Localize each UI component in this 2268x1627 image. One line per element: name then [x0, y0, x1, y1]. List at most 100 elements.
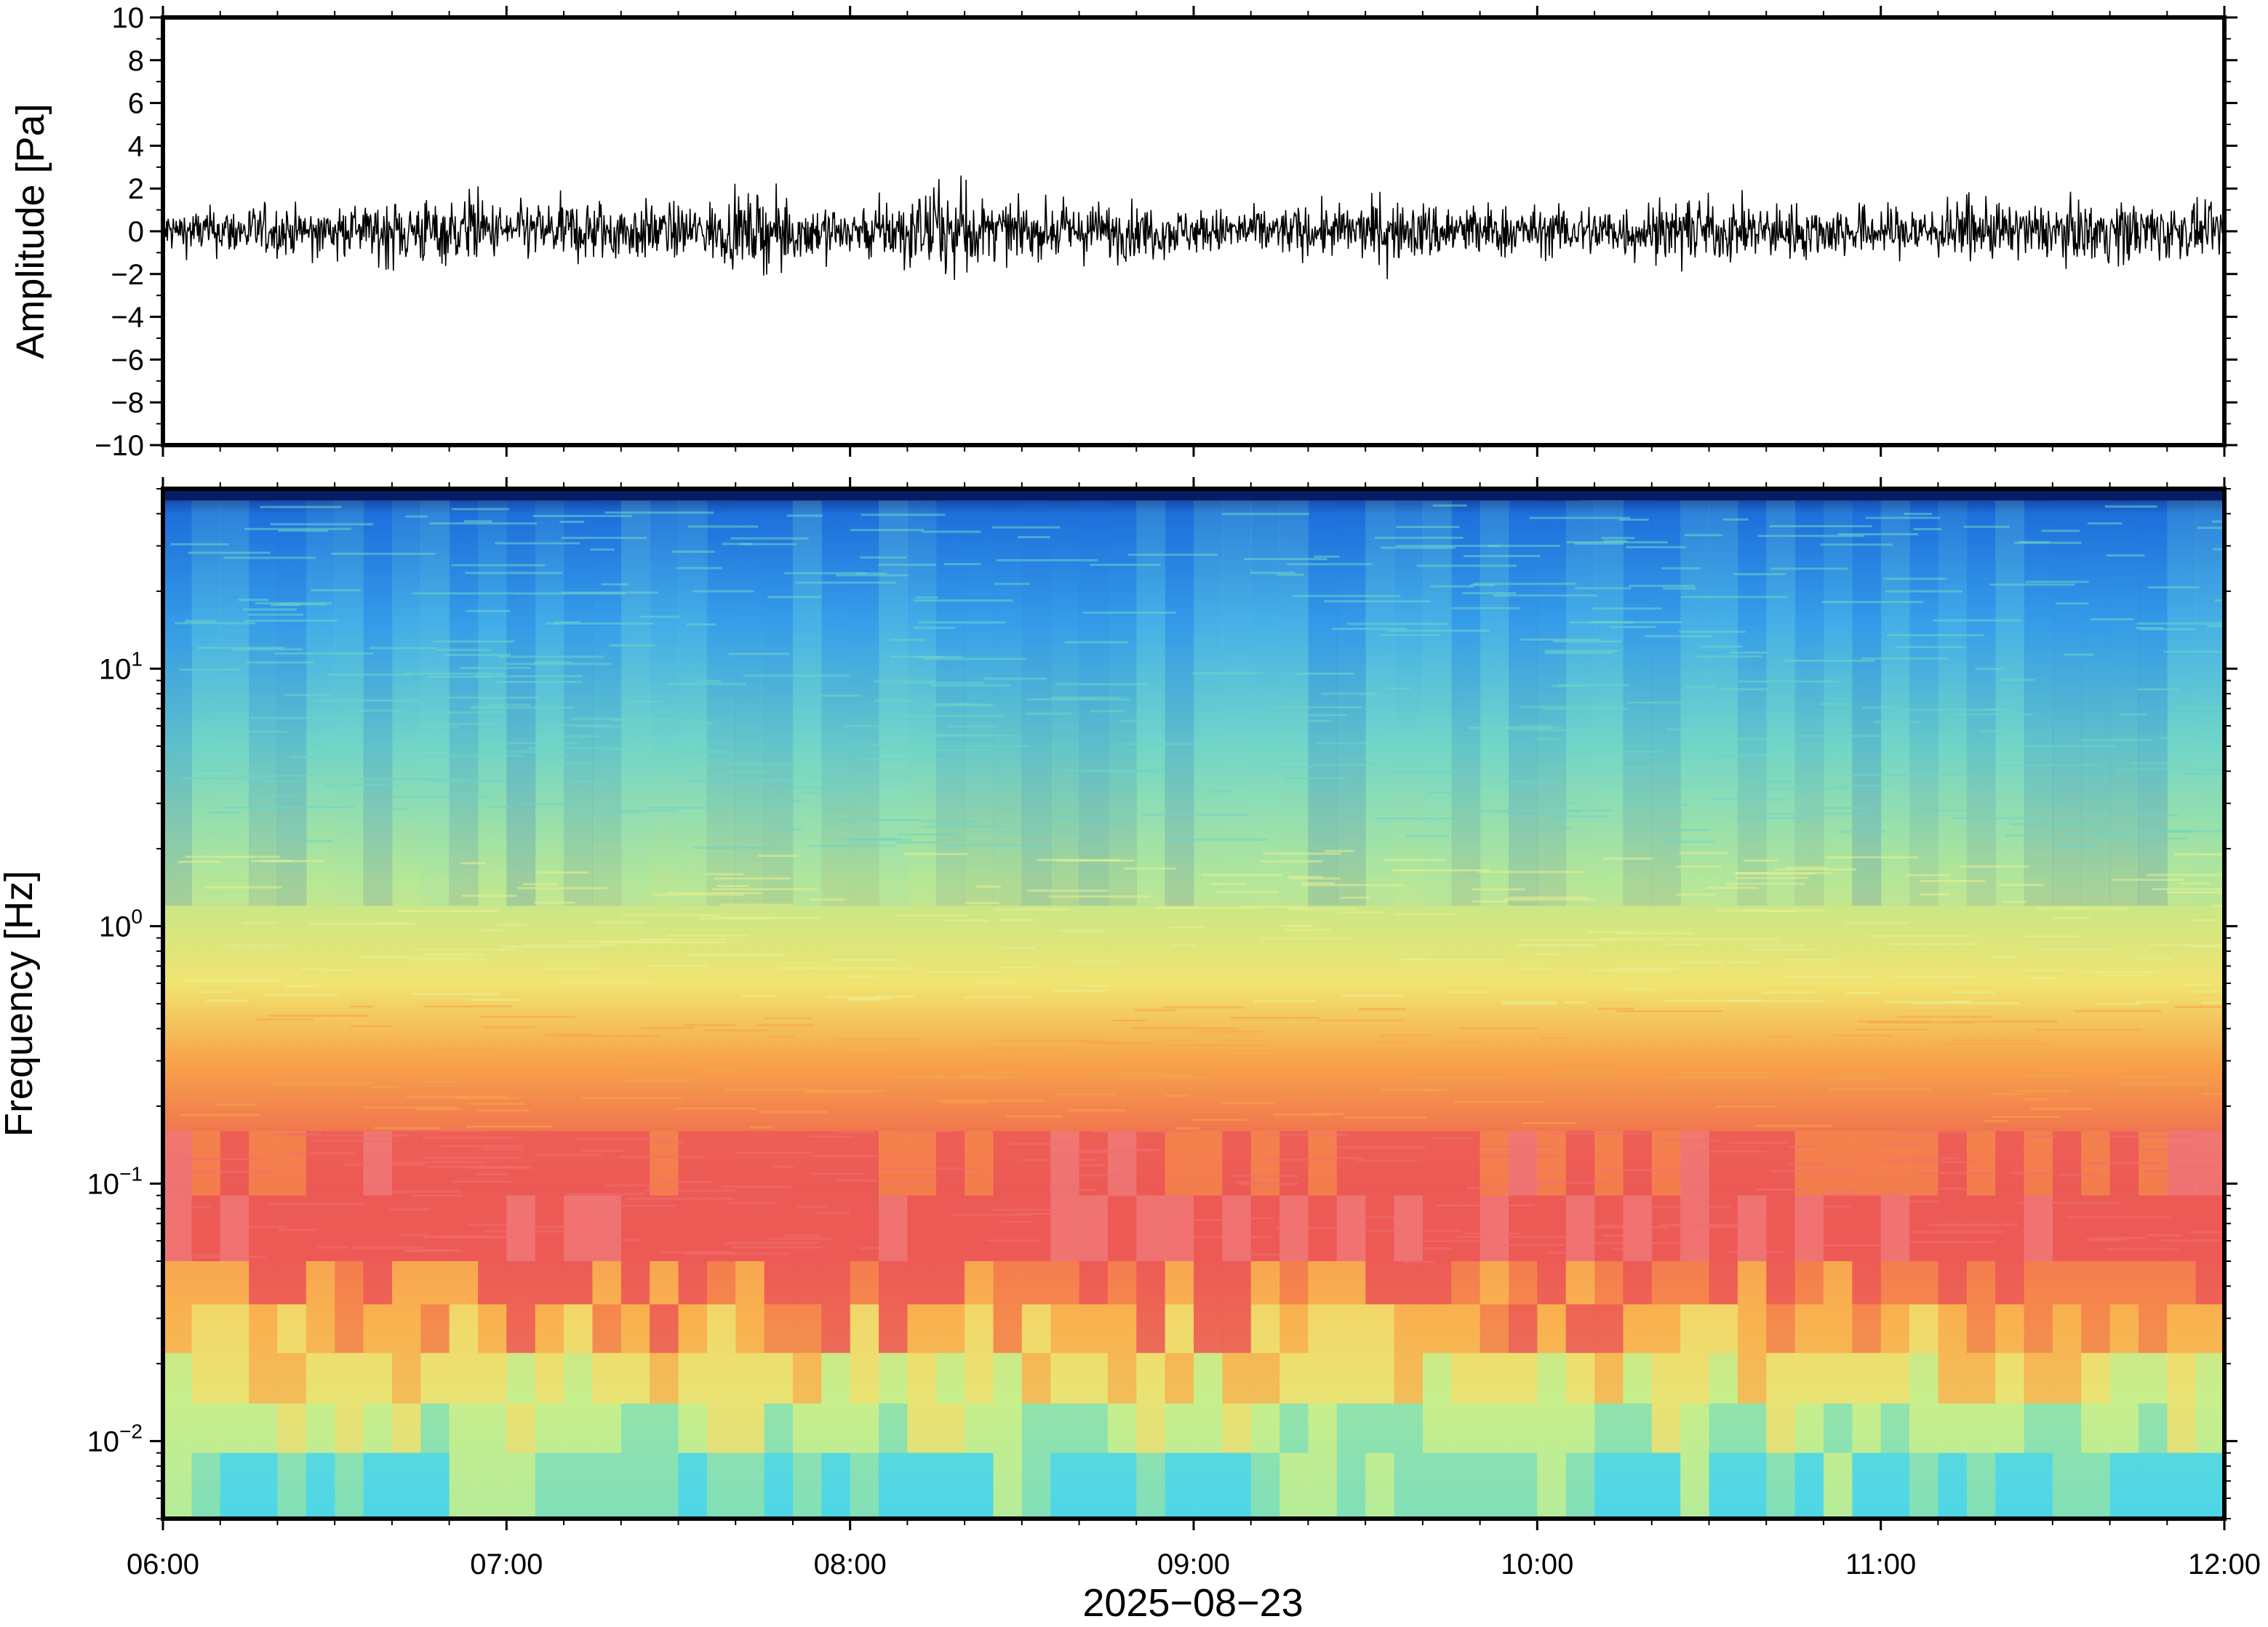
spectrogram-cell — [363, 1304, 393, 1354]
spectrogram-cell — [620, 1261, 650, 1305]
spectrogram-cell — [620, 1403, 650, 1453]
spectrogram-streak — [784, 572, 866, 575]
spectrogram-streak — [1991, 956, 2017, 959]
spectrogram-streak — [461, 895, 516, 898]
spectrogram-column-shade — [2052, 500, 2082, 906]
spectrogram-streak — [1819, 703, 1850, 705]
spectrogram-streak — [1868, 935, 1972, 938]
spectrogram-streak — [396, 910, 499, 912]
spectrogram-streak — [1337, 911, 1385, 914]
spectrogram-streak — [540, 761, 594, 764]
spectrogram-cell — [163, 1403, 192, 1453]
spectrogram-streak — [533, 661, 572, 664]
spectrogram-cell — [449, 1304, 479, 1354]
spectrogram-cell — [1852, 1261, 1882, 1305]
spectrogram-cell — [935, 1403, 965, 1453]
spectrogram-streak — [1809, 1205, 1850, 1208]
spectrogram-column-shade — [1966, 500, 1996, 906]
spectrogram-cell — [1394, 1131, 1424, 1196]
spectrogram-streak — [836, 574, 909, 577]
spectrogram-cell — [2109, 1452, 2139, 1519]
spectrogram-cell — [1079, 1261, 1109, 1305]
spectrogram-streak — [716, 884, 749, 887]
spectrogram-column-shade — [965, 500, 994, 906]
spectrogram-column-shade — [1594, 500, 1624, 906]
spectrogram-streak — [1827, 1194, 1900, 1196]
spectrogram-streak — [1623, 988, 1656, 991]
spectrogram-streak — [642, 722, 714, 725]
spectrogram-streak — [412, 592, 519, 595]
spectrogram-streak — [757, 855, 799, 858]
spectrogram-streak — [957, 1075, 1016, 1078]
spectrogram-streak — [213, 737, 245, 740]
spectrogram-cell — [1938, 1261, 1968, 1305]
spectrogram-streak — [1090, 1071, 1167, 1074]
spectrogram-cell — [1995, 1452, 2025, 1519]
spectrogram-streak — [1193, 1030, 1263, 1033]
spectrogram-streak — [243, 922, 276, 924]
waveform-y-tick-label: −10 — [95, 430, 144, 462]
spectrogram-streak — [1618, 519, 1649, 521]
spectrogram-streak — [416, 1108, 461, 1111]
spectrogram-streak — [1640, 1205, 1731, 1208]
spectrogram-streak — [1773, 745, 1797, 748]
x-tick-label: 08:00 — [814, 1548, 887, 1580]
spectrogram-cell — [1308, 1261, 1338, 1305]
spectrogram-streak — [534, 901, 575, 904]
spectrogram-cell — [792, 1195, 822, 1261]
spectrogram-streak — [479, 1015, 575, 1018]
spectrogram-streak — [2161, 1239, 2224, 1242]
spectrogram-streak — [2139, 628, 2196, 631]
spectrogram-cell — [1852, 1403, 1882, 1453]
spectrogram-streak — [260, 505, 342, 508]
spectrogram-streak — [2191, 990, 2224, 993]
spectrogram-streak — [1684, 534, 1722, 537]
spectrogram-streak — [599, 941, 650, 944]
spectrogram-streak — [469, 999, 521, 1002]
spectrogram-streak — [627, 941, 726, 944]
spectrogram-streak — [1828, 1088, 1931, 1091]
spectrogram-streak — [692, 590, 754, 593]
spectrogram-streak — [700, 1058, 767, 1060]
spectrogram-cell — [2024, 1353, 2053, 1404]
spectrogram-streak — [1061, 930, 1103, 932]
spectrogram-cell — [850, 1353, 879, 1404]
spectrogram-streak — [1501, 1001, 1557, 1004]
spectrogram-streak — [724, 1242, 818, 1244]
spectrogram-streak — [2099, 1135, 2196, 1138]
spectrogram-streak — [455, 1097, 519, 1100]
spectrogram-streak — [1458, 1027, 1538, 1030]
spectrogram-streak — [554, 621, 581, 624]
spectrogram-cell — [1852, 1452, 1882, 1519]
spectrogram-streak — [419, 726, 458, 729]
spectrogram-streak — [2179, 882, 2211, 885]
spectrogram-streak — [806, 1091, 871, 1094]
spectrogram-column-shade — [1422, 500, 1452, 906]
spectrogram-streak — [1348, 1215, 1397, 1218]
spectrogram-streak — [177, 860, 220, 863]
spectrogram-cell — [1766, 1261, 1796, 1305]
spectrogram-streak — [518, 592, 626, 595]
spectrogram-streak — [423, 953, 485, 956]
spectrogram-column-shade — [764, 500, 794, 906]
spectrogram-streak — [705, 873, 743, 876]
spectrogram-streak — [1839, 830, 1886, 833]
spectrogram-cell — [1194, 1131, 1223, 1196]
spectrogram-cell — [1794, 1452, 1824, 1519]
spectrogram-streak — [1888, 943, 1979, 946]
spectrogram-streak — [1784, 735, 1884, 737]
spectrogram-streak — [1885, 1001, 1968, 1003]
spectrogram-streak — [943, 1101, 987, 1104]
spectrogram-streak — [1722, 518, 1749, 521]
spectrogram-y-tick-label: 101 — [99, 647, 143, 685]
spectrogram-cell — [764, 1261, 794, 1305]
spectrogram-cell — [220, 1261, 249, 1305]
spectrogram-streak — [310, 922, 416, 925]
spectrogram-streak — [1881, 1143, 1923, 1146]
spectrogram-streak — [1529, 516, 1630, 519]
spectrogram-cell — [1021, 1452, 1051, 1519]
spectrogram-streak — [378, 922, 410, 925]
spectrogram-column-shade — [506, 500, 536, 906]
spectrogram-cell — [1451, 1131, 1481, 1196]
